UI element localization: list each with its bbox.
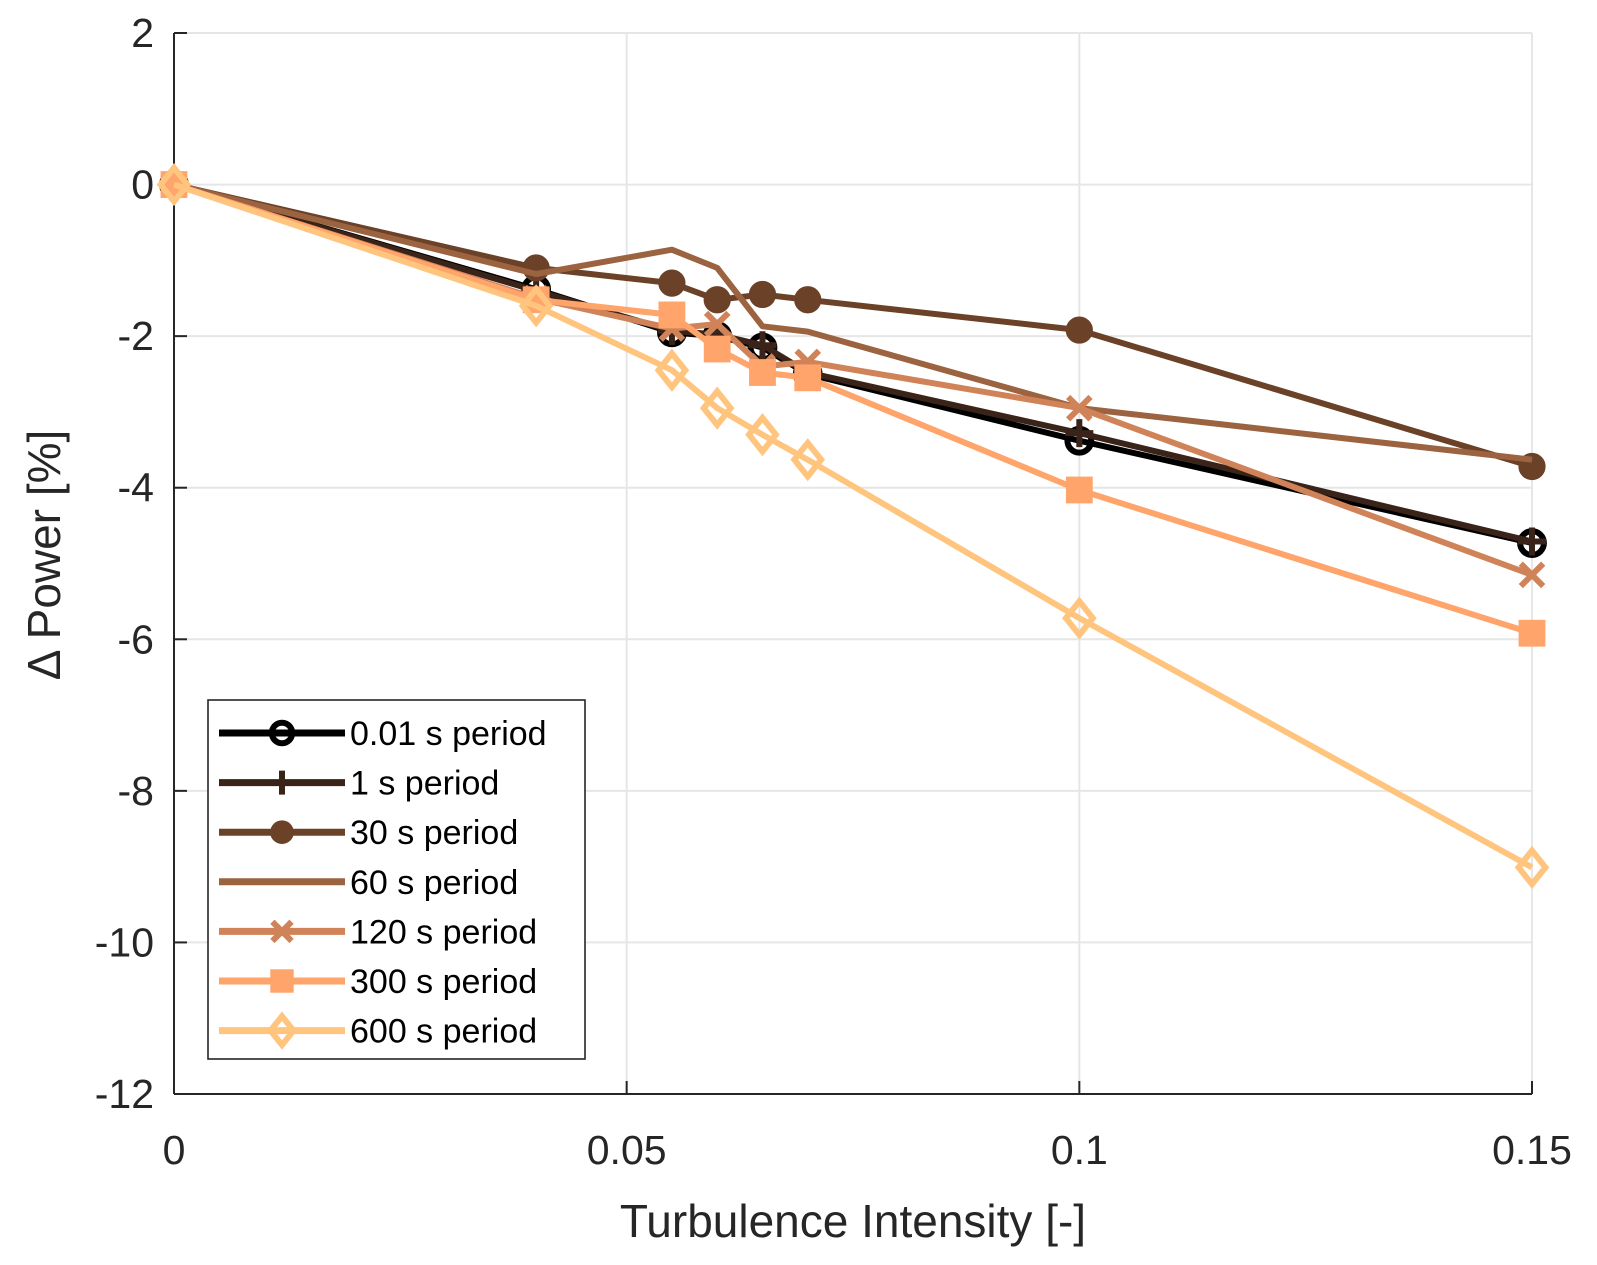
diamond-marker xyxy=(1062,596,1097,640)
square-marker xyxy=(270,969,294,993)
y-tick-label: -4 xyxy=(118,465,154,511)
square-marker xyxy=(658,301,686,329)
legend-label: 300 s period xyxy=(350,963,537,1001)
y-tick-label: 0 xyxy=(131,162,154,208)
y-tick-label: -8 xyxy=(118,768,154,814)
series-group xyxy=(156,162,1550,890)
legend-label: 30 s period xyxy=(350,814,518,852)
y-tick-label: -6 xyxy=(118,616,154,662)
plus-marker xyxy=(270,770,294,795)
x-marker xyxy=(1518,561,1546,589)
legend: 0.01 s period 1 s period 30 s period 60 s p… xyxy=(207,699,586,1060)
legend-label: 600 s period xyxy=(350,1013,537,1051)
dot-marker xyxy=(1065,316,1093,344)
series-line xyxy=(173,181,1533,637)
y-tick-labels: 2 0 -2 -4 -6 -8 -10 -12 xyxy=(95,10,154,1117)
x-tick-label: 0.15 xyxy=(1492,1127,1572,1173)
square-marker xyxy=(703,335,731,363)
series-60-s-period xyxy=(173,181,1533,463)
x-marker xyxy=(1066,394,1093,422)
series-line xyxy=(173,181,1533,470)
legend-label: 60 s period xyxy=(350,864,518,902)
legend-item: 1 s period xyxy=(219,765,499,803)
series-600-s-period xyxy=(156,162,1550,890)
square-marker xyxy=(749,359,776,386)
diamond-marker xyxy=(1514,845,1550,890)
legend-label: 1 s period xyxy=(350,765,499,803)
legend-item: 600 s period xyxy=(219,1011,537,1051)
square-marker xyxy=(1518,619,1546,647)
legend-label: 120 s period xyxy=(350,913,537,951)
dot-marker xyxy=(703,286,731,314)
y-tick-label: -10 xyxy=(95,919,154,965)
plus-marker xyxy=(1518,527,1546,556)
legend-item: 300 s period xyxy=(219,963,537,1001)
circle-marker xyxy=(268,719,296,747)
x-tick-labels: 0 0.05 0.1 0.15 xyxy=(163,1127,1572,1173)
square-marker xyxy=(1065,476,1093,504)
plus-marker xyxy=(748,331,777,360)
x-tick-label: 0 xyxy=(163,1127,186,1173)
series-line xyxy=(173,181,1533,463)
legend-item: 30 s period xyxy=(219,814,518,852)
dot-marker xyxy=(658,269,686,297)
diamond-marker xyxy=(518,284,554,328)
diamond-marker xyxy=(266,1011,298,1050)
legend-items: 0.01 s period 1 s period 30 s period 60 s p… xyxy=(219,715,547,1051)
diamond-marker xyxy=(654,348,690,392)
dot-marker xyxy=(270,820,294,845)
legend-item: 120 s period xyxy=(219,913,537,951)
plus-marker xyxy=(1065,419,1094,448)
diamond-marker xyxy=(156,162,192,207)
legend-label: 0.01 s period xyxy=(350,715,547,753)
legend-item: 0.01 s period xyxy=(219,715,547,753)
y-tick-label: -12 xyxy=(95,1071,154,1117)
axes xyxy=(173,32,1533,1095)
x-marker xyxy=(270,919,294,944)
y-axis-title: Δ Power [%] xyxy=(18,430,70,681)
diamond-marker xyxy=(790,438,826,482)
x-tick-label: 0.1 xyxy=(1051,1127,1108,1173)
diamond-marker xyxy=(699,386,735,430)
dot-marker xyxy=(748,280,777,309)
y-tick-label: 2 xyxy=(131,10,154,56)
legend-item: 60 s period xyxy=(219,864,518,902)
x-axis-title: Turbulence Intensity [-] xyxy=(620,1195,1086,1247)
diamond-marker xyxy=(745,413,780,457)
series-30-s-period xyxy=(160,170,1546,481)
dot-marker xyxy=(794,286,822,314)
square-marker xyxy=(794,364,822,392)
x-tick-label: 0.05 xyxy=(587,1127,667,1173)
series-line xyxy=(173,181,1534,871)
y-tick-label: -2 xyxy=(118,313,154,359)
x-marker xyxy=(703,310,731,338)
series-line xyxy=(173,181,1533,545)
